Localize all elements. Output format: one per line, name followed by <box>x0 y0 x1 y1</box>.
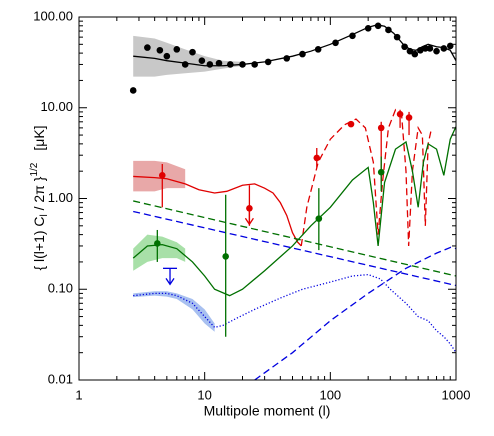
data-point <box>405 114 413 121</box>
x-tick-label: 10 <box>197 387 211 402</box>
upper-limit <box>244 208 254 226</box>
data-point <box>377 124 385 132</box>
data-point <box>411 50 419 58</box>
data-point <box>422 45 429 52</box>
data-point <box>206 61 214 68</box>
y-tick-label: 10.00 <box>40 99 73 114</box>
error-band <box>133 291 215 332</box>
data-point <box>144 44 151 51</box>
data-point <box>163 52 171 60</box>
x-tick-label: 100 <box>319 387 341 402</box>
data-point <box>374 22 382 30</box>
error-band <box>133 234 186 271</box>
y-tick-label: 100.00 <box>33 8 73 23</box>
y-label-mid: / 2π } <box>31 176 47 214</box>
data-point <box>377 168 385 176</box>
y-label-sub: l <box>39 214 50 216</box>
x-axis-label: Multipole moment (l) <box>204 403 331 419</box>
data-point <box>222 253 229 260</box>
data-point <box>215 59 223 67</box>
curve <box>254 246 456 380</box>
data-point <box>401 43 408 51</box>
data-point <box>406 47 414 55</box>
plot-area <box>129 22 456 380</box>
data-point <box>173 46 181 53</box>
data-point <box>364 25 372 32</box>
data-point <box>251 61 258 68</box>
upper-limit <box>163 267 178 286</box>
y-tick-label: 1.00 <box>48 190 73 205</box>
data-point <box>332 39 339 47</box>
x-tick-label: 1 <box>75 387 82 402</box>
data-point <box>446 42 454 50</box>
curve <box>132 126 456 297</box>
curve <box>133 175 302 247</box>
error-band <box>133 35 243 77</box>
data-point <box>440 45 448 52</box>
data-point <box>396 110 404 118</box>
y-tick-label: 0.01 <box>48 371 73 386</box>
data-point <box>198 57 206 64</box>
data-point <box>433 47 440 55</box>
data-point <box>385 26 392 34</box>
limit-arrow <box>244 217 254 226</box>
y-axis-label: { l(l+1) Cl / 2π }1/2 [μK] <box>29 125 50 270</box>
y-label-unit: [μK] <box>31 125 47 150</box>
data-point <box>314 46 322 53</box>
data-point <box>283 55 291 62</box>
data-point <box>347 120 355 128</box>
data-point <box>227 61 234 68</box>
data-point <box>158 172 166 179</box>
data-point <box>393 33 401 41</box>
curve <box>133 273 456 354</box>
curve <box>133 200 456 277</box>
data-point <box>264 58 272 66</box>
curve <box>133 210 456 287</box>
curve <box>300 108 433 247</box>
data-point <box>315 215 323 222</box>
y-label-main: { l(l+1) C <box>31 216 47 270</box>
data-point <box>426 45 434 52</box>
x-tick-label: 1000 <box>442 387 471 402</box>
data-point <box>349 32 356 40</box>
data-point <box>189 48 196 56</box>
data-point <box>239 61 246 68</box>
data-point <box>129 87 137 94</box>
data-point <box>154 240 161 247</box>
data-point <box>156 46 164 54</box>
y-label-sup: 1/2 <box>29 162 40 176</box>
data-point <box>417 46 424 54</box>
data-point <box>299 50 306 58</box>
data-point <box>313 154 321 162</box>
data-point <box>181 61 189 68</box>
limit-arrow <box>165 277 175 286</box>
y-tick-label: 0.10 <box>48 281 73 296</box>
